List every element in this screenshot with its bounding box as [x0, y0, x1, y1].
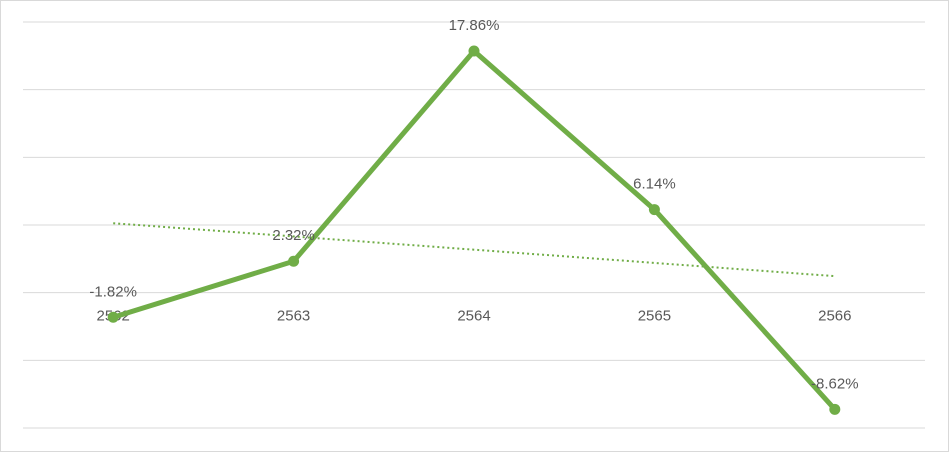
marker: [288, 255, 300, 267]
marker: [829, 403, 841, 415]
trendline: [113, 222, 835, 278]
data-label: 2.32%: [272, 227, 315, 244]
data-label: -8.62%: [811, 375, 859, 392]
x-tick-label: 2564: [457, 308, 490, 325]
data-label: 6.14%: [633, 176, 676, 193]
marker: [107, 311, 119, 323]
data-label: -1.82%: [89, 283, 137, 300]
x-tick-label: 2563: [277, 308, 310, 325]
x-tick-label: 2565: [638, 308, 671, 325]
data-label: 17.86%: [449, 17, 500, 34]
x-tick-label: 2566: [818, 308, 851, 325]
marker: [648, 204, 660, 216]
marker: [468, 45, 480, 57]
